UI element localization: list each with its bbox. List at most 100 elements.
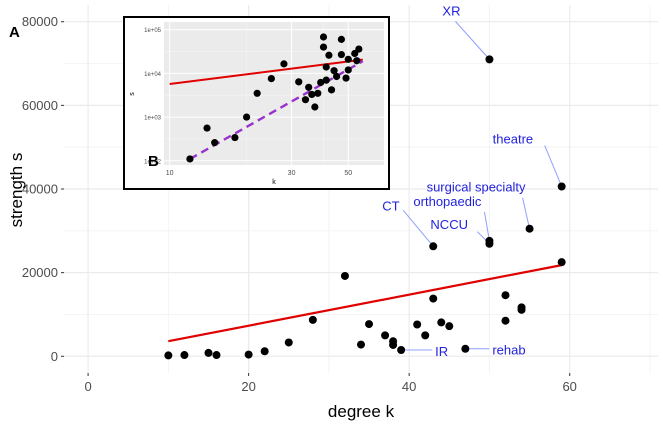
inset-fit-lines (169, 58, 364, 161)
data-point (525, 224, 534, 233)
data-point (180, 351, 189, 360)
inset-data-point (295, 78, 303, 86)
main-fit-line (168, 264, 562, 343)
data-point (244, 350, 253, 359)
inset-data-point (308, 90, 316, 99)
inset-x-tick-label: 10 (166, 170, 174, 177)
inset-y-tick-label: 1e+03 (144, 116, 162, 122)
data-point (284, 338, 293, 347)
x-tick-label: 40 (402, 379, 416, 394)
y-tick-label: 0 (51, 349, 58, 364)
inset-data-point (319, 33, 328, 41)
panel-label-b: B (148, 153, 159, 170)
main-x-axis-title: degree k (328, 402, 395, 421)
data-point (340, 271, 349, 280)
inset-data-point (342, 74, 350, 82)
inset-x-axis-title: k (272, 179, 276, 186)
data-point (429, 242, 438, 251)
data-point (365, 320, 374, 329)
inset-data-point (344, 55, 352, 63)
inset-data-point (301, 96, 310, 104)
y-tick-label: 80000 (22, 14, 58, 29)
inset-x-tick-label: 30 (288, 170, 296, 177)
x-tick-label: 20 (241, 379, 255, 394)
data-point (204, 348, 213, 357)
inset-data-point (353, 57, 361, 65)
inset-data-point (355, 45, 363, 53)
inset-fit-line (169, 58, 363, 86)
data-point (501, 291, 510, 300)
data-point (308, 315, 317, 324)
x-tick-label: 60 (562, 379, 576, 394)
annotation-label: theatre (493, 131, 533, 146)
inset-panel-background (164, 22, 384, 165)
inset-data-point (332, 72, 341, 81)
data-point (397, 346, 406, 354)
annotation-leader (402, 209, 434, 247)
annotation-label: surgical specialty (427, 180, 526, 195)
inset-y-tick-label: 1e+02 (144, 159, 162, 165)
inset-data-point (305, 83, 313, 91)
data-point (381, 331, 390, 340)
main-x-ticks: 0 20 40 60 (84, 373, 577, 394)
main-points-layer (164, 55, 566, 360)
annotation-label: XR (442, 3, 460, 18)
inset-data-point (317, 78, 325, 87)
inset-gridlines (164, 22, 384, 165)
inset-data-point (337, 35, 345, 43)
annotation-label: IR (435, 344, 448, 359)
data-point (557, 182, 566, 191)
main-fit-line-layer (168, 264, 562, 343)
inset-data-point (344, 66, 352, 74)
data-point (212, 351, 221, 360)
inset-data-point (267, 74, 275, 83)
data-point (357, 340, 365, 349)
data-point (421, 331, 430, 340)
inset-data-point (337, 50, 345, 59)
annotation-leader (455, 21, 490, 60)
data-point (445, 322, 454, 331)
inset-x-tick-label: 50 (344, 170, 352, 177)
inset-data-point (327, 86, 336, 94)
inset-data-point (325, 51, 333, 59)
inset-data-point (330, 67, 338, 75)
x-tick-label: 0 (84, 379, 91, 394)
y-tick-label: 40000 (22, 182, 58, 197)
inset-x-ticks: 10 30 50 (166, 170, 352, 177)
data-point (461, 344, 470, 353)
inset-y-tick-label: 1e+05 (144, 28, 162, 34)
main-y-axis-title: strength s (7, 153, 26, 228)
inset-points-layer (186, 33, 363, 163)
inset-chart: 10 30 50 1e+02 1e+03 1e+04 1e+05 k s B (123, 16, 390, 190)
inset-data-point (280, 60, 288, 68)
inset-data-point (203, 124, 211, 132)
data-point (517, 305, 526, 314)
data-point (164, 351, 173, 360)
inset-data-point (314, 89, 322, 97)
data-point (429, 294, 438, 303)
inset-data-point (231, 133, 239, 142)
inset-data-point (319, 43, 328, 51)
annotation-leader (522, 197, 531, 229)
data-point (501, 316, 510, 325)
annotation-leader-lines (401, 21, 563, 351)
inset-y-ticks: 1e+02 1e+03 1e+04 1e+05 (144, 28, 162, 165)
data-point (557, 258, 566, 267)
inset-data-point (211, 139, 219, 147)
data-point (389, 340, 398, 349)
inset-y-axis-title: s (129, 92, 136, 96)
panel-label-a: A (9, 24, 20, 41)
annotation-label: CT (382, 198, 399, 213)
inset-data-point (322, 63, 330, 71)
y-tick-label: 20000 (22, 265, 58, 280)
data-point (485, 239, 494, 248)
data-point (437, 318, 446, 327)
inset-data-point (186, 155, 194, 163)
data-point (485, 55, 494, 64)
annotation-leader (483, 211, 490, 241)
inset-data-point (242, 113, 251, 121)
annotation-leader (544, 145, 563, 187)
annotation-label: rehab (492, 343, 525, 358)
